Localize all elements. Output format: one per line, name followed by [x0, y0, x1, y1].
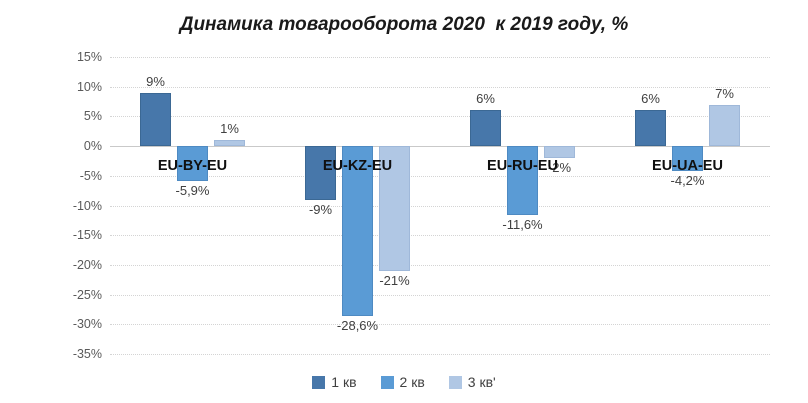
y-axis-tick: -20%	[72, 257, 102, 272]
gridline	[110, 294, 770, 296]
bar-value-label: -4,2%	[670, 173, 705, 189]
bar	[709, 104, 740, 147]
bar	[140, 92, 171, 147]
zero-axis-line	[110, 146, 770, 148]
bar-value-label: 7%	[715, 85, 734, 101]
bar	[635, 110, 666, 147]
legend-item[interactable]: 1 кв	[312, 374, 357, 390]
gridline	[110, 57, 770, 58]
bar	[305, 146, 336, 200]
legend-label: 1 кв	[331, 374, 357, 390]
plot-area: 9% -5,9% 1% EU-BY-EU -9% -28,6% -21% EU-KZ-EU 6%…	[110, 57, 770, 355]
bar-value-label: -5,9%	[175, 183, 210, 199]
y-axis-tick: -25%	[72, 287, 102, 302]
bar-value-label: 6%	[641, 91, 660, 107]
gridline	[110, 116, 770, 118]
category-label: EU-KZ-EU	[322, 158, 393, 175]
category-label: EU-UA-EU	[652, 158, 723, 175]
y-axis-tick: -35%	[72, 347, 102, 361]
bar-value-label: -2%	[547, 159, 572, 175]
legend-swatch-icon	[448, 375, 462, 389]
chart-title: Динамика товарооборота 2020 к 2019 году,…	[179, 14, 629, 35]
bar	[214, 140, 245, 147]
gridline	[110, 354, 770, 355]
y-axis-tick: 0%	[83, 139, 102, 154]
legend-item[interactable]: 3 кв'	[448, 374, 496, 390]
bar-value-label: -28,6%	[336, 317, 379, 333]
y-axis-tick: 10%	[76, 79, 102, 94]
bar	[470, 110, 501, 147]
y-axis-tick: -30%	[72, 317, 102, 332]
legend-item[interactable]: 2 кв	[380, 374, 425, 390]
legend-label: 3 кв'	[467, 374, 496, 390]
bar	[507, 146, 538, 215]
gridline	[110, 324, 770, 326]
bar-value-label: -21%	[379, 272, 410, 288]
bar-value-label: 9%	[146, 73, 165, 89]
bar	[342, 146, 373, 316]
y-axis-tick: 15%	[76, 50, 102, 64]
y-axis-tick: -5%	[79, 168, 102, 183]
y-axis-tick: 5%	[83, 109, 102, 124]
legend-swatch-icon	[312, 375, 326, 389]
gridline	[110, 235, 770, 237]
bar	[177, 146, 208, 182]
bar	[672, 146, 703, 172]
bar-value-label: -9%	[308, 201, 333, 217]
legend-label: 2 кв	[399, 374, 425, 390]
gridline	[110, 86, 770, 88]
legend-swatch-icon	[380, 375, 394, 389]
bar-value-label: 6%	[476, 91, 495, 107]
y-axis-tick: -10%	[72, 198, 102, 213]
gridline	[110, 175, 770, 177]
y-axis-tick: -15%	[72, 228, 102, 243]
gridline	[110, 205, 770, 207]
bar-value-label: 1%	[220, 121, 239, 137]
category-label: EU-BY-EU	[157, 158, 228, 175]
category-label: EU-RU-EU	[487, 158, 558, 175]
bar	[544, 146, 575, 158]
gridline	[110, 264, 770, 266]
chart-legend: 1 кв 2 кв 3 кв'	[0, 374, 808, 390]
bar-value-label: -11,6%	[502, 217, 543, 232]
y-axis-tick-labels: 15% 10% 5% 0% -5% -10% -15% -20% -25% -30% -35%	[30, 50, 102, 361]
bar	[379, 146, 410, 271]
